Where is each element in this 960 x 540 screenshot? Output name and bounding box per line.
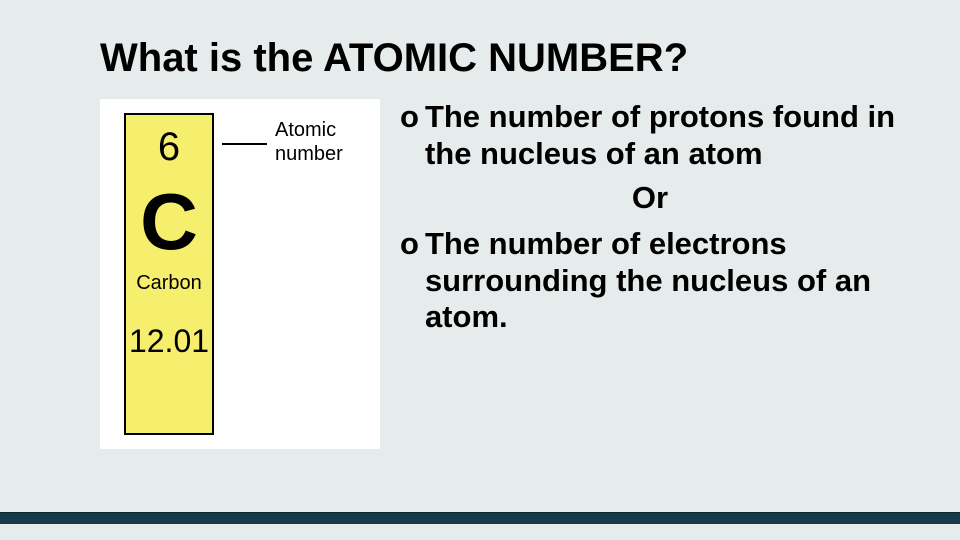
or-separator: Or bbox=[400, 180, 900, 216]
bullet-2-text: The number of electrons surrounding the … bbox=[425, 226, 900, 336]
bullet-2: o The number of electrons surrounding th… bbox=[400, 226, 900, 336]
atomic-mass: 12.01 bbox=[126, 323, 212, 360]
element-symbol: C bbox=[126, 184, 212, 260]
element-name: Carbon bbox=[126, 272, 212, 295]
element-diagram: 6 C Carbon 12.01 Atomic number bbox=[100, 99, 380, 449]
slide: What is the ATOMIC NUMBER? 6 C Carbon 12… bbox=[0, 0, 960, 540]
text-column: o The number of protons found in the nuc… bbox=[400, 99, 900, 344]
pointer-label-line2: number bbox=[275, 143, 343, 167]
element-tile: 6 C Carbon 12.01 bbox=[124, 113, 214, 435]
bullet-marker-icon: o bbox=[400, 226, 419, 336]
bullet-1: o The number of protons found in the nuc… bbox=[400, 99, 900, 172]
pointer-label: Atomic number bbox=[275, 119, 343, 166]
pointer-label-line1: Atomic bbox=[275, 119, 343, 143]
bullet-marker-icon: o bbox=[400, 99, 419, 172]
slide-title: What is the ATOMIC NUMBER? bbox=[100, 36, 900, 81]
bullet-1-text: The number of protons found in the nucle… bbox=[425, 99, 900, 172]
pointer-line bbox=[222, 143, 267, 145]
atomic-number: 6 bbox=[126, 125, 212, 170]
content-row: 6 C Carbon 12.01 Atomic number o The num… bbox=[100, 99, 900, 449]
footer-bar bbox=[0, 512, 960, 524]
